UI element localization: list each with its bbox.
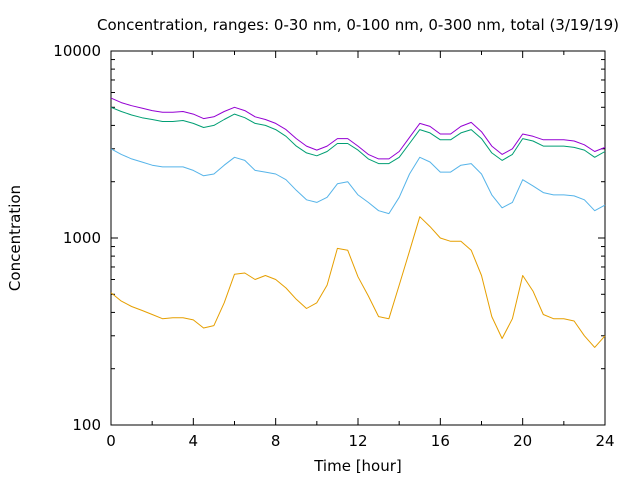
x-tick-label: 8: [271, 432, 281, 450]
x-tick-label: 24: [595, 432, 614, 450]
y-tick-label: 100: [72, 416, 101, 434]
plot-frame: [110, 50, 606, 426]
axis-ticks: [110, 50, 606, 426]
series-line-4: [110, 97, 606, 160]
x-tick-label: 20: [513, 432, 532, 450]
x-tick-labels: 0 4 8 12 16 20 24: [106, 432, 614, 450]
series-line-1: [110, 216, 606, 348]
y-tick-label: 10000: [53, 42, 101, 60]
chart-title: Concentration, ranges: 0-30 nm, 0-100 nm…: [97, 16, 619, 34]
x-axis-label: Time [hour]: [313, 457, 402, 475]
x-tick-label: 4: [189, 432, 199, 450]
y-tick-label: 1000: [63, 229, 101, 247]
x-tick-label: 0: [106, 432, 116, 450]
x-tick-label: 16: [431, 432, 450, 450]
y-axis-label: Concentration: [6, 185, 24, 291]
series-line-3: [110, 106, 606, 165]
series-line-2: [110, 148, 606, 215]
y-tick-labels: 100 1000 10000: [53, 42, 101, 434]
series-lines: [110, 97, 606, 348]
x-tick-label: 12: [348, 432, 367, 450]
